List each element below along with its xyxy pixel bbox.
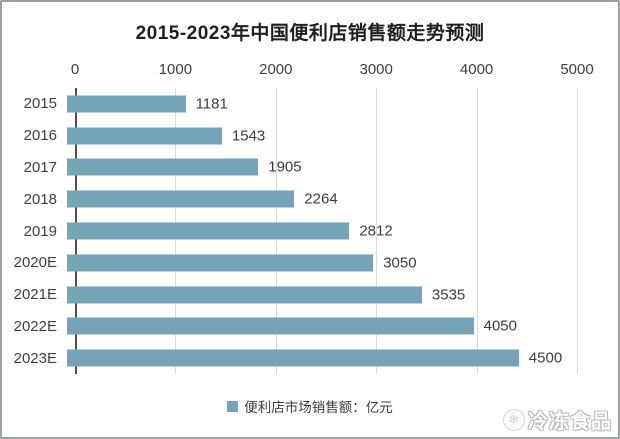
plot-area: 2015 1181 2016 1543 2017 1905 2018 2264 2019 2812… bbox=[2, 88, 618, 374]
bar-row: 2015 1181 bbox=[2, 88, 618, 120]
bar bbox=[67, 254, 374, 272]
x-axis-tick-label: 1000 bbox=[158, 61, 193, 78]
value-label: 1181 bbox=[195, 95, 228, 113]
value-label: 2812 bbox=[359, 222, 393, 240]
category-label: 2021E bbox=[13, 286, 57, 304]
bar-track: 4050 bbox=[67, 310, 569, 342]
x-axis-tick-label: 2000 bbox=[259, 61, 293, 78]
bar-track: 1181 bbox=[67, 88, 569, 120]
category-label: 2020E bbox=[13, 254, 57, 272]
value-label: 3535 bbox=[431, 286, 466, 304]
bar-row: 2017 1905 bbox=[2, 152, 618, 184]
gridline bbox=[376, 88, 378, 374]
legend-label: 便利店市场销售额：亿元 bbox=[244, 400, 393, 415]
bar-track: 2264 bbox=[67, 183, 569, 215]
bar-track: 1543 bbox=[67, 120, 569, 152]
bar bbox=[67, 127, 222, 145]
bar bbox=[67, 222, 350, 240]
snowflake-icon: ❄ bbox=[503, 408, 525, 431]
x-axis-tick-label: 5000 bbox=[560, 61, 594, 78]
category-label: 2019 bbox=[23, 222, 57, 240]
value-label: 3050 bbox=[383, 254, 417, 272]
x-axis-tick-labels: 0 1000 2000 3000 4000 5000 bbox=[71, 61, 594, 79]
value-label: 1543 bbox=[231, 127, 266, 145]
bar bbox=[67, 317, 474, 335]
bar bbox=[67, 190, 295, 208]
watermark-text: 冷冻食品 bbox=[528, 411, 612, 433]
bar bbox=[67, 95, 186, 113]
bar-row: 2018 2264 bbox=[2, 183, 618, 215]
bar-track: 1905 bbox=[67, 152, 569, 184]
watermark: ❄ 冷冻食品 bbox=[503, 405, 612, 434]
category-label: 2016 bbox=[23, 127, 57, 145]
category-label: 2023E bbox=[13, 349, 57, 367]
legend-swatch-icon bbox=[227, 400, 239, 412]
bar-row: 2019 2812 bbox=[2, 215, 618, 247]
bar-rows: 2015 1181 2016 1543 2017 1905 2018 2264 2019 2812… bbox=[2, 88, 618, 374]
value-label: 4500 bbox=[528, 349, 563, 367]
gridline bbox=[476, 88, 478, 374]
bar bbox=[67, 158, 259, 176]
bar-row: 2023E 4500 bbox=[2, 342, 618, 374]
chart-title: 2015-2023年中国便利店销售额走势预测 bbox=[135, 23, 485, 44]
category-label: 2015 bbox=[23, 95, 57, 113]
bar-row: 2022E 4050 bbox=[2, 310, 618, 342]
value-label: 1905 bbox=[268, 158, 302, 176]
legend: 便利店市场销售额：亿元 bbox=[2, 396, 618, 416]
bar-row: 2016 1543 bbox=[2, 120, 618, 152]
bar-row: 2020E 3050 bbox=[2, 247, 618, 279]
bar-track: 4500 bbox=[67, 342, 569, 374]
bar bbox=[67, 286, 422, 304]
bar-track: 2812 bbox=[67, 215, 569, 247]
value-label: 2264 bbox=[304, 190, 338, 208]
bar bbox=[67, 349, 519, 367]
gridline bbox=[577, 88, 578, 374]
category-label: 2022E bbox=[13, 317, 57, 335]
category-label: 2018 bbox=[23, 190, 57, 208]
x-axis-tick-label: 4000 bbox=[459, 61, 494, 78]
bar-row: 2021E 3535 bbox=[2, 279, 618, 311]
value-label: 4050 bbox=[483, 317, 517, 335]
bar-track: 3050 bbox=[67, 247, 569, 279]
x-axis-tick-label: 0 bbox=[70, 61, 80, 78]
bar-track: 3535 bbox=[67, 279, 569, 311]
category-label: 2017 bbox=[23, 158, 57, 176]
x-axis-tick-label: 3000 bbox=[359, 61, 393, 78]
